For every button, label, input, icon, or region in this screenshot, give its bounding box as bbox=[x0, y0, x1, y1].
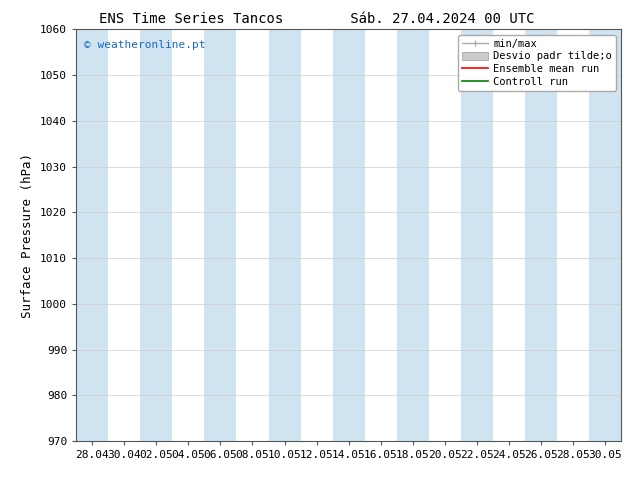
Legend: min/max, Desvio padr tilde;o, Ensemble mean run, Controll run: min/max, Desvio padr tilde;o, Ensemble m… bbox=[458, 35, 616, 91]
Text: © weatheronline.pt: © weatheronline.pt bbox=[84, 40, 206, 49]
Bar bbox=[269, 29, 301, 441]
Bar bbox=[204, 29, 236, 441]
Y-axis label: Surface Pressure (hPa): Surface Pressure (hPa) bbox=[22, 153, 34, 318]
Bar bbox=[76, 29, 108, 441]
Text: ENS Time Series Tancos        Sáb. 27.04.2024 00 UTC: ENS Time Series Tancos Sáb. 27.04.2024 0… bbox=[100, 12, 534, 26]
Bar bbox=[397, 29, 429, 441]
Bar bbox=[461, 29, 493, 441]
Bar bbox=[525, 29, 557, 441]
Bar bbox=[589, 29, 621, 441]
Bar bbox=[333, 29, 365, 441]
Bar bbox=[140, 29, 172, 441]
